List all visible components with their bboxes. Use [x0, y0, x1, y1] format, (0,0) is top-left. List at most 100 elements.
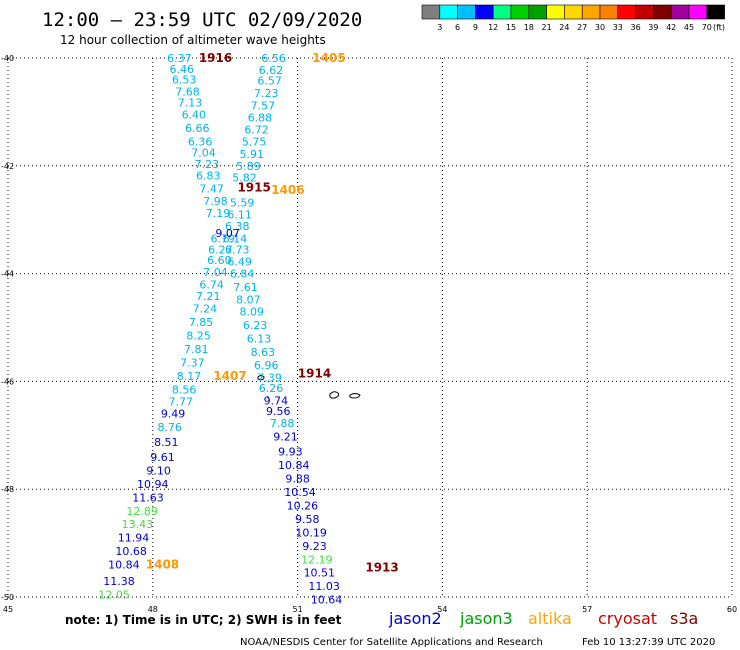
- wave-height-value: 11.94: [118, 532, 150, 545]
- pass-time-label: 1405: [312, 51, 345, 65]
- wave-height-value: 11.63: [132, 491, 164, 504]
- legend-color-box: [653, 4, 672, 20]
- wave-height-value: 6.72: [244, 124, 269, 137]
- y-tick-label: -42: [1, 162, 14, 171]
- legend-bin-label: 70: [702, 23, 712, 32]
- wave-height-value: 11.38: [103, 575, 135, 588]
- timestamp-text: Feb 10 13:27:39 UTC 2020: [582, 637, 715, 648]
- wave-height-value: 9.21: [273, 430, 298, 443]
- legend-bin-label: 45: [684, 23, 694, 32]
- legend-bin-label: 3: [437, 23, 442, 32]
- wave-height-value: 7.81: [184, 343, 209, 356]
- wave-height-value: 6.84: [230, 268, 255, 281]
- wave-height-value: 6.13: [247, 332, 272, 345]
- wave-height-value: 11.03: [308, 580, 340, 593]
- wave-height-value: 6.37: [167, 52, 192, 65]
- wave-height-value: 6.66: [185, 122, 210, 135]
- wave-height-value: 7.61: [233, 281, 258, 294]
- wave-height-value: 6.46: [170, 63, 195, 76]
- wave-height-value: 8.07: [236, 293, 261, 306]
- wave-height-value: 6.57: [257, 75, 282, 88]
- wave-height-value: 6.23: [243, 319, 268, 332]
- wave-height-value: 9.88: [285, 472, 310, 485]
- wave-height-value: 6.62: [259, 64, 284, 77]
- legend-color-box: [599, 4, 619, 20]
- wave-height-value: 5.75: [242, 136, 267, 149]
- wave-height-value: 10.19: [295, 526, 327, 539]
- wave-height-value: 6.83: [196, 170, 221, 183]
- wave-height-value: 13.43: [122, 518, 154, 531]
- wave-height-value: 7.23: [254, 87, 279, 100]
- wave-height-value: 7.68: [175, 85, 200, 98]
- legend-color-box: [457, 4, 476, 20]
- pass-time-label: 1916: [199, 51, 232, 65]
- pass-time-labels: 1916 1405 1915 1406 1407 1914 1408 1913: [146, 51, 399, 574]
- wave-height-value: 6.14: [223, 233, 248, 246]
- credit-text: NOAA/NESDIS Center for Satellite Applica…: [240, 637, 543, 648]
- legend-color-box: [421, 4, 441, 20]
- legend-bin-label: 39: [648, 23, 658, 32]
- wave-height-value: 5.59: [230, 196, 255, 209]
- wave-height-value: 10.54: [284, 486, 316, 499]
- legend-color-box: [635, 4, 654, 20]
- wave-height-value: 9.93: [278, 445, 303, 458]
- island-outline: [257, 375, 265, 381]
- wave-height-value: 6.56: [261, 52, 286, 65]
- wave-height-value: 7.13: [178, 97, 203, 110]
- wave-height-value: 10.68: [115, 545, 147, 558]
- wave-height-value: 5.89: [236, 160, 261, 173]
- wave-height-value: 9.61: [150, 451, 175, 464]
- wave-height-value: 7.21: [196, 290, 221, 303]
- wave-height-value: 12.19: [301, 553, 333, 566]
- wave-height-value: 6.38: [225, 220, 250, 233]
- wave-height-value: 7.39: [257, 372, 282, 385]
- wave-height-value: 8.76: [157, 421, 182, 434]
- legend-bin-label: 36: [631, 23, 641, 32]
- map-title: 12:00 – 23:59 UTC 02/09/2020: [42, 9, 362, 31]
- legend-unit-label: (ft): [713, 23, 725, 32]
- wave-height-value: 8.25: [186, 330, 211, 343]
- legend-bin-label: 27: [577, 23, 587, 32]
- wave-height-value: 6.60: [207, 254, 232, 267]
- wave-height-value: 7.88: [270, 417, 295, 430]
- wave-height-value: 12.89: [126, 505, 158, 518]
- wave-height-value: 8.17: [177, 370, 202, 383]
- wave-height-value: 9.49: [161, 408, 186, 421]
- wave-height-value: 8.63: [251, 346, 276, 359]
- wave-height-value: 10.64: [311, 594, 343, 607]
- legend-color-box: [439, 4, 458, 20]
- legend-bin-label: 9: [473, 23, 478, 32]
- wave-height-value: 7.98: [203, 195, 228, 208]
- x-tick-label: 60: [727, 605, 737, 614]
- y-tick-label: -40: [1, 54, 14, 63]
- legend-bin-label: 15: [506, 23, 516, 32]
- x-tick-label: 45: [3, 605, 13, 614]
- wave-height-value: 10.84: [108, 559, 140, 572]
- legend-color-box: [581, 4, 601, 20]
- legend-color-box: [546, 4, 565, 20]
- x-tick-label: 51: [293, 605, 303, 614]
- wave-height-value: 6.36: [188, 136, 213, 149]
- legend-color-box: [510, 4, 530, 20]
- wave-height-value: 8.09: [239, 305, 264, 318]
- wave-height-value: 10.84: [278, 459, 310, 472]
- wave-height-value: 6.79: [211, 233, 236, 246]
- wave-height-value: 12.05: [98, 588, 130, 601]
- wave-height-value: 9.10: [146, 464, 171, 477]
- pass-time-label: 1914: [298, 366, 331, 380]
- wave-height-value: 8.56: [172, 383, 197, 396]
- wave-height-value: 7.23: [195, 158, 220, 171]
- wave-height-value: 7.77: [169, 395, 194, 408]
- lat-lon-grid: [7, 57, 733, 598]
- island-outlines: [257, 375, 361, 399]
- y-tick-label: -48: [1, 485, 14, 494]
- legend-color-box: [617, 4, 636, 20]
- wave-height-value: 6.40: [182, 109, 207, 122]
- wave-height-value: 6.49: [227, 256, 252, 269]
- wave-height-value: 10.94: [137, 478, 169, 491]
- legend-bin-label: 42: [666, 23, 676, 32]
- map-subtitle: 12 hour collection of altimeter wave hei…: [60, 33, 326, 47]
- legend-bin-label: 6: [455, 23, 460, 32]
- wave-height-value: 6.27: [208, 243, 233, 256]
